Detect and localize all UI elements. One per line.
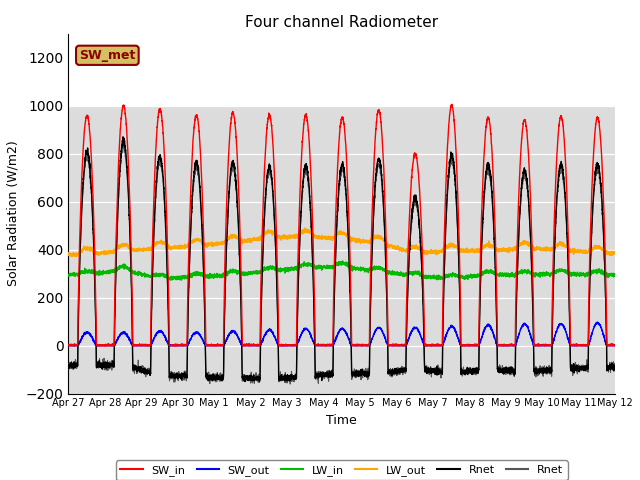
Title: Four channel Radiometer: Four channel Radiometer (245, 15, 438, 30)
Legend: SW_in, SW_out, LW_in, LW_out, Rnet, Rnet: SW_in, SW_out, LW_in, LW_out, Rnet, Rnet (116, 460, 568, 480)
X-axis label: Time: Time (326, 414, 357, 427)
Text: SW_met: SW_met (79, 49, 136, 62)
Bar (68, 106, 615, 394)
Y-axis label: Solar Radiation (W/m2): Solar Radiation (W/m2) (7, 141, 20, 287)
